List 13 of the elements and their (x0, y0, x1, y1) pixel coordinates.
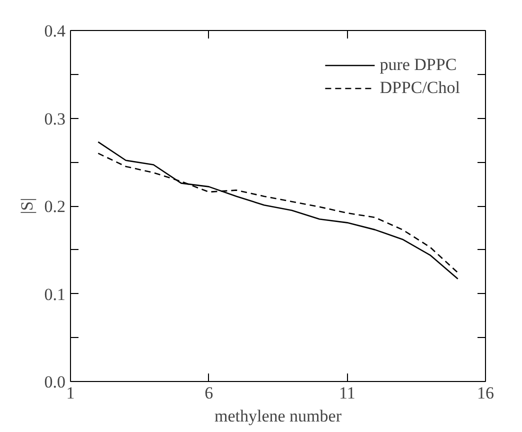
y-tick-label: 0.1 (44, 284, 66, 304)
x-tick-label: 16 (477, 384, 494, 402)
x-tick-label: 11 (338, 384, 356, 402)
legend-label: DPPC/Chol (380, 78, 460, 98)
y-tick-label: 0.4 (44, 22, 66, 40)
y-tick-label: 0.3 (44, 109, 66, 128)
legend-label: pure DPPC (380, 55, 457, 75)
y-tick-label: 0.2 (44, 197, 66, 216)
y-axis-title: |S| (17, 198, 36, 214)
x-tick-label: 1 (66, 384, 75, 402)
x-tick-label: 6 (204, 384, 214, 402)
x-axis-title: methylene number (214, 406, 342, 426)
y-tick-label: 0.0 (44, 372, 66, 392)
